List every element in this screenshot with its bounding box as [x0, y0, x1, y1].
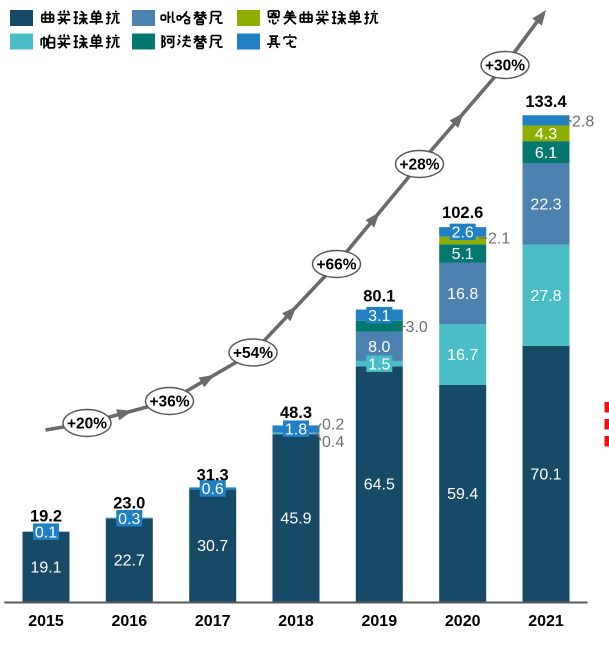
svg-text:2016: 2016: [112, 613, 148, 630]
svg-text:22.3: 22.3: [530, 197, 561, 214]
svg-text:2.6: 2.6: [452, 225, 474, 242]
svg-text:23.0: 23.0: [113, 494, 145, 512]
svg-text:2018: 2018: [278, 613, 314, 630]
svg-text:2.1: 2.1: [488, 231, 510, 248]
svg-text:8.0: 8.0: [368, 339, 390, 356]
svg-text:64.5: 64.5: [364, 477, 395, 494]
svg-text:+54%: +54%: [233, 345, 273, 362]
svg-text:3.0: 3.0: [406, 319, 428, 336]
svg-text:16.8: 16.8: [447, 286, 478, 303]
svg-text:+28%: +28%: [399, 157, 439, 174]
svg-text:48.3: 48.3: [280, 404, 312, 422]
svg-text:2021: 2021: [528, 613, 564, 630]
svg-text:0.2: 0.2: [322, 417, 344, 434]
svg-text:+36%: +36%: [149, 394, 189, 411]
svg-text:19.2: 19.2: [30, 507, 62, 525]
svg-text:2017: 2017: [195, 613, 231, 630]
svg-text:2019: 2019: [362, 613, 398, 630]
svg-text:0.3: 0.3: [118, 511, 140, 528]
svg-text:5.1: 5.1: [452, 246, 474, 263]
svg-text:0.1: 0.1: [35, 524, 57, 541]
svg-text:80.1: 80.1: [363, 287, 395, 305]
svg-text:45.9: 45.9: [280, 510, 311, 527]
svg-text:59.4: 59.4: [447, 486, 478, 503]
svg-text:2015: 2015: [28, 613, 64, 630]
svg-text:4.3: 4.3: [535, 126, 557, 143]
svg-text:70.1: 70.1: [530, 466, 561, 483]
svg-text:+66%: +66%: [316, 257, 356, 274]
svg-text:133.4: 133.4: [525, 93, 567, 111]
svg-text:19.1: 19.1: [30, 559, 61, 576]
svg-text:0.4: 0.4: [322, 434, 344, 451]
svg-text:2.8: 2.8: [572, 114, 594, 131]
svg-text:6.1: 6.1: [535, 145, 557, 162]
svg-text:16.7: 16.7: [447, 347, 478, 364]
svg-text:27.8: 27.8: [530, 288, 561, 305]
svg-text:30.7: 30.7: [197, 538, 228, 555]
svg-text:1.5: 1.5: [368, 356, 390, 373]
svg-text:1.8: 1.8: [285, 421, 307, 438]
svg-text:+20%: +20%: [67, 416, 107, 433]
svg-text:0.6: 0.6: [202, 481, 224, 498]
svg-text:+30%: +30%: [485, 58, 525, 75]
svg-text:3.1: 3.1: [368, 308, 390, 325]
svg-text:22.7: 22.7: [114, 553, 145, 570]
svg-text:102.6: 102.6: [442, 204, 483, 222]
svg-text:2020: 2020: [445, 613, 481, 630]
